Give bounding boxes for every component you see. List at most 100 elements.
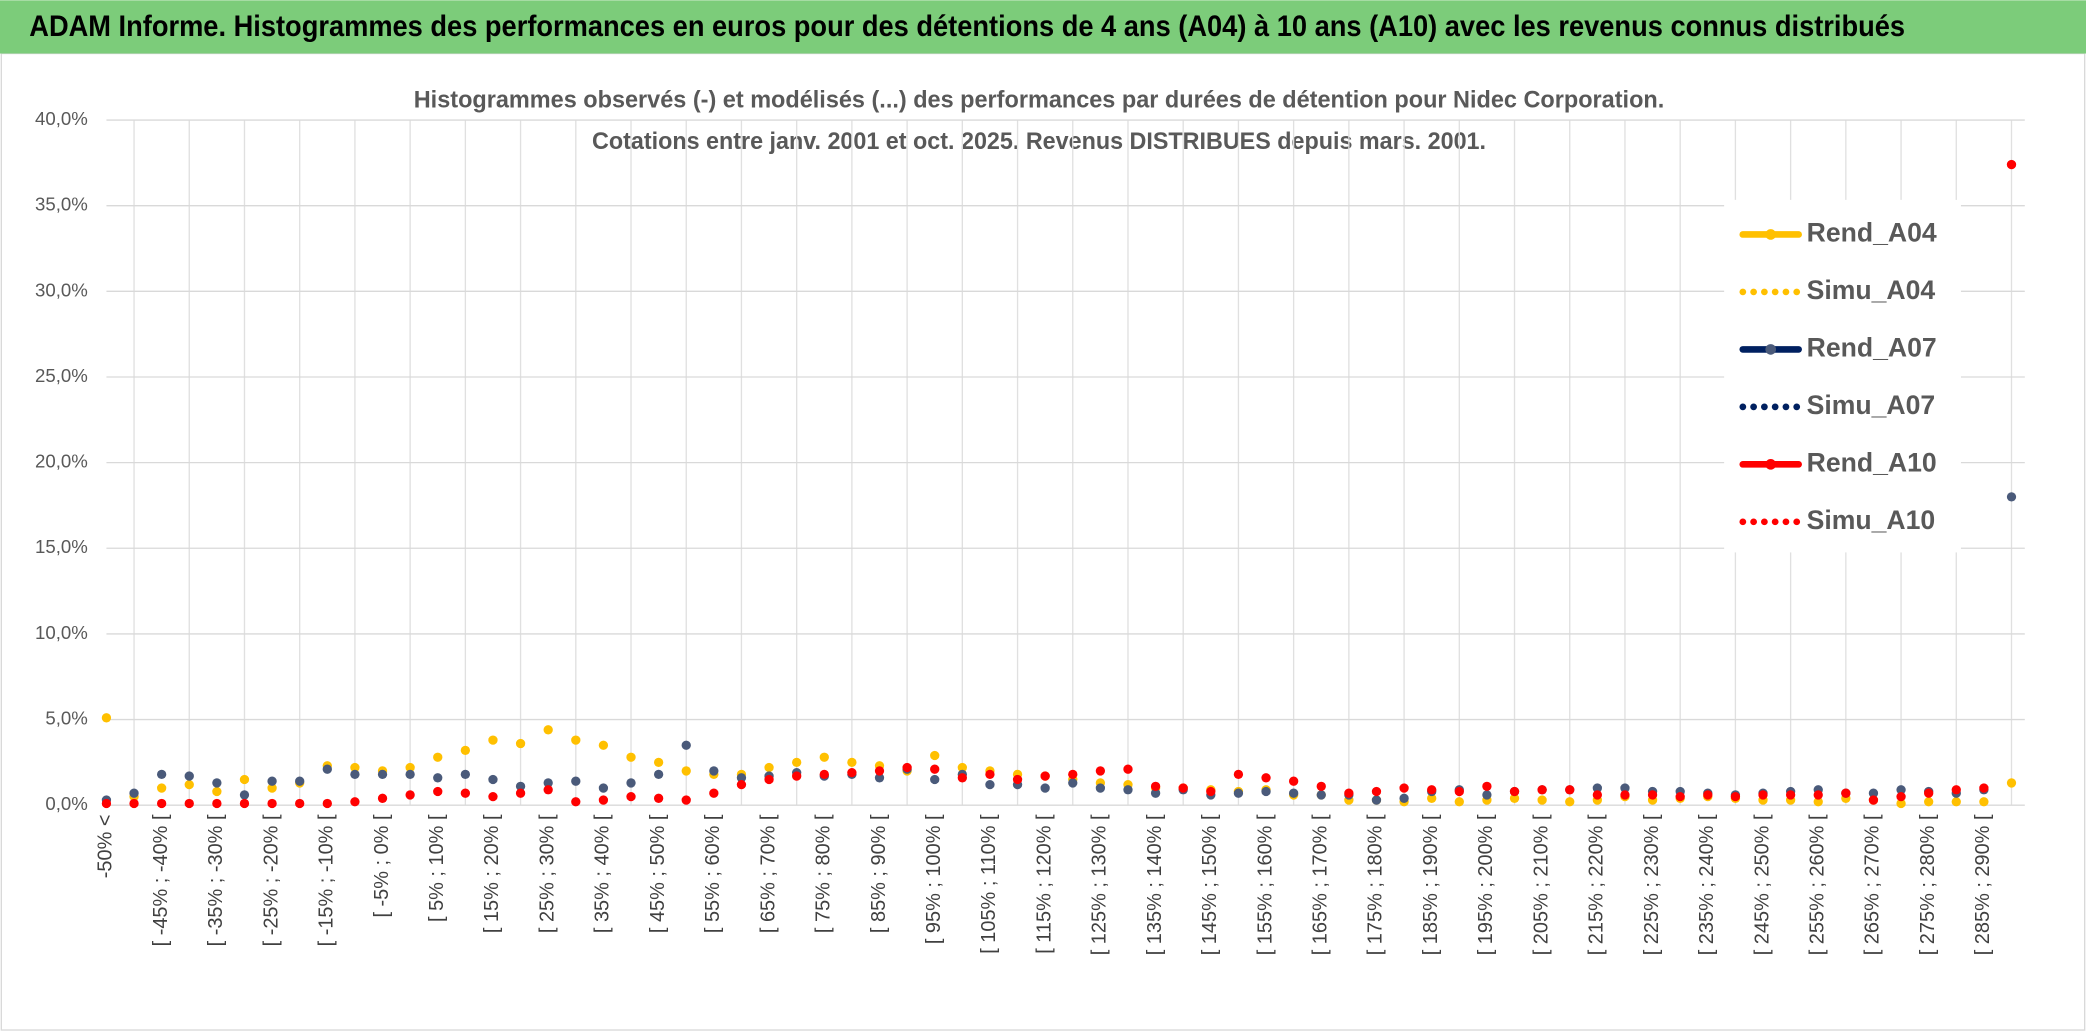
data-point: [350, 797, 360, 807]
x-tick-label: [ 195% ; 200% [: [1475, 814, 1497, 955]
x-tick-label: [ 255% ; 260% [: [1806, 814, 1828, 955]
data-point: [1924, 797, 1934, 807]
data-point: [571, 776, 581, 786]
x-tick-label: [ 55% ; 60% [: [702, 814, 724, 933]
x-tick-label: [ 135% ; 140% [: [1144, 814, 1166, 955]
data-point: [957, 762, 967, 773]
x-tick-label: [ 245% ; 250% [: [1751, 814, 1773, 955]
data-point: [709, 766, 719, 776]
y-tick-label: 40,0%: [35, 108, 88, 129]
data-point: [184, 798, 194, 809]
y-tick-label: 15,0%: [35, 536, 88, 557]
data-point: [1454, 797, 1464, 807]
x-tick-label: [ 265% ; 270% [: [1862, 814, 1884, 955]
data-point: [1537, 785, 1547, 795]
data-point: [295, 776, 305, 786]
y-tick-label: 30,0%: [35, 279, 88, 300]
data-point: [653, 793, 664, 803]
data-point: [460, 745, 471, 756]
data-point: [1813, 790, 1823, 800]
header-bar: [0, 0, 2086, 54]
legend-marker: [1765, 229, 1777, 240]
data-point: [460, 788, 471, 798]
y-tick-label: 5,0%: [45, 707, 87, 728]
x-tick-label: [ -35% ; -30% [: [205, 814, 227, 946]
data-point: [156, 798, 167, 809]
data-point: [515, 738, 526, 749]
data-point: [488, 735, 498, 745]
data-point: [930, 764, 940, 774]
data-point: [1896, 791, 1906, 802]
data-point: [1675, 791, 1685, 802]
data-point: [1868, 795, 1879, 805]
data-point: [1841, 788, 1851, 798]
data-point: [736, 779, 747, 790]
x-tick-label: [ 75% ; 80% [: [813, 814, 835, 933]
x-tick-label: [ 125% ; 130% [: [1089, 814, 1111, 955]
data-point: [184, 779, 194, 790]
x-tick-label: [ 225% ; 230% [: [1641, 814, 1663, 955]
data-point: [1261, 773, 1271, 783]
x-tick-label: [ -15% ; -10% [: [316, 814, 338, 946]
data-point: [267, 783, 277, 793]
data-point: [792, 771, 802, 781]
data-point: [1233, 769, 1244, 780]
data-point: [405, 790, 415, 800]
data-point: [985, 779, 995, 790]
data-point: [626, 791, 636, 802]
data-point: [1095, 766, 1106, 776]
y-tick-label: 25,0%: [35, 365, 88, 386]
data-point: [1951, 785, 1961, 795]
data-point: [1068, 769, 1078, 780]
data-point: [156, 769, 167, 780]
data-point: [764, 762, 774, 773]
data-point: [1703, 790, 1713, 800]
data-point: [792, 757, 802, 768]
data-point: [1123, 785, 1133, 795]
data-point: [1565, 785, 1575, 795]
data-point: [571, 735, 581, 745]
data-point: [1206, 786, 1216, 797]
data-point: [405, 762, 415, 773]
data-point: [239, 798, 250, 809]
data-point: [1371, 795, 1382, 805]
y-tick-label: 35,0%: [35, 194, 88, 215]
data-point: [156, 783, 167, 793]
data-point: [1592, 783, 1603, 793]
data-point: [1068, 778, 1078, 788]
data-point: [129, 788, 139, 798]
data-point: [1427, 793, 1437, 803]
x-tick-label: [ 175% ; 180% [: [1365, 814, 1387, 955]
data-point: [1150, 781, 1161, 792]
data-point: [267, 776, 277, 786]
data-point: [985, 769, 995, 780]
data-point: [322, 764, 332, 774]
data-point: [847, 757, 857, 768]
data-point: [433, 773, 443, 783]
data-point: [1178, 783, 1188, 793]
data-point: [1647, 790, 1658, 800]
data-point: [295, 798, 305, 809]
x-tick-label: [ 165% ; 170% [: [1310, 814, 1332, 955]
data-point: [709, 788, 719, 798]
data-point: [1454, 786, 1464, 797]
data-point: [1040, 771, 1050, 781]
data-point: [322, 798, 332, 809]
data-point: [405, 769, 415, 780]
data-point: [764, 774, 774, 785]
data-point: [1040, 783, 1050, 793]
data-point: [101, 798, 112, 809]
x-tick-label: [ 35% ; 40% [: [592, 814, 614, 933]
data-point: [267, 798, 277, 809]
x-tick-label: [ -45% ; -40% [: [150, 814, 172, 946]
data-point: [819, 769, 829, 780]
data-point: [1482, 790, 1492, 800]
y-tick-label: 10,0%: [35, 622, 88, 643]
data-point: [239, 790, 250, 800]
data-point: [1979, 797, 1989, 807]
x-tick-label: [ 215% ; 220% [: [1586, 814, 1608, 955]
x-tick-label: -50% <: [95, 815, 117, 879]
x-tick-label: [ 25% ; 30% [: [536, 814, 558, 933]
x-tick-label: [ 235% ; 240% [: [1696, 814, 1718, 955]
data-point: [1288, 776, 1299, 786]
